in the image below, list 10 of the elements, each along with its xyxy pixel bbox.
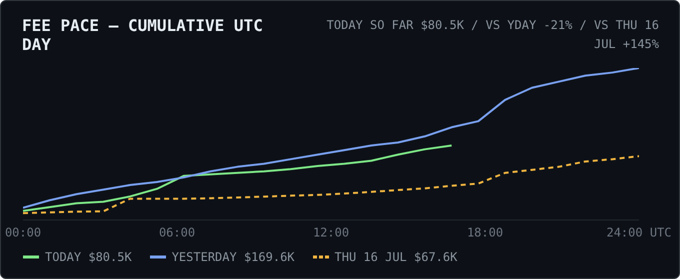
chart-subtitle: TODAY SO FAR $80.5K / VS YDAY -21% / VS THU 16 JUL +145%	[326, 17, 659, 53]
x-tick-label: 00:00	[4, 226, 42, 240]
x-tick-label: 18:00	[466, 226, 504, 240]
chart-title: FEE PACE — CUMULATIVE UTC DAY	[22, 16, 264, 54]
legend-label: YESTERDAY $169.6K	[172, 250, 295, 264]
x-tick-label: 12:00	[312, 226, 350, 240]
legend-label: TODAY $80.5K	[45, 250, 132, 264]
x-tick-label: 24:00 UTC	[606, 226, 672, 240]
x-tick-label: 06:00	[158, 226, 196, 240]
legend-label: THU 16 JUL $67.6K	[334, 250, 458, 264]
